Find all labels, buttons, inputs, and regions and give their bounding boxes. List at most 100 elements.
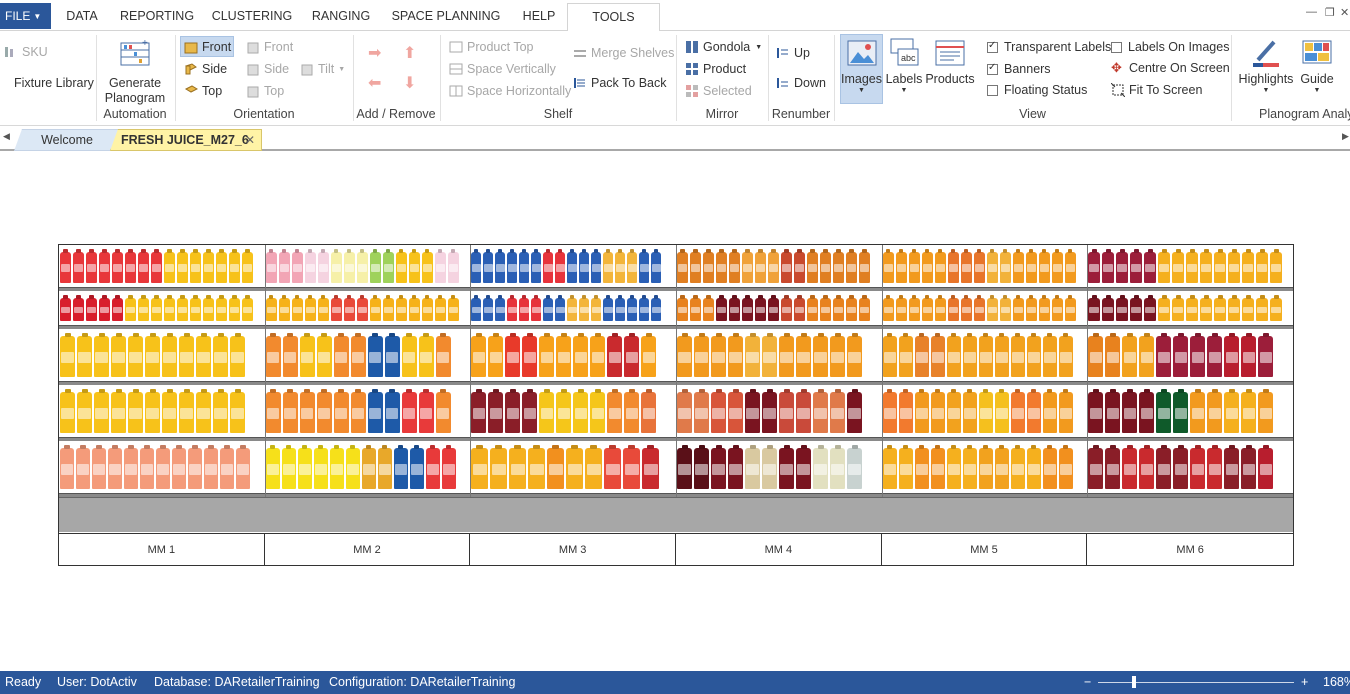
product-facing[interactable] — [627, 298, 638, 321]
product-facing[interactable] — [1010, 336, 1025, 377]
product-facing[interactable] — [1088, 448, 1104, 489]
product-facing[interactable] — [914, 448, 929, 489]
product-facing[interactable] — [539, 392, 555, 433]
fixture-library-button[interactable]: Fixture Library — [0, 73, 94, 93]
product-facing[interactable] — [111, 392, 126, 433]
minimize-icon[interactable]: — — [1306, 6, 1317, 18]
product-facing[interactable] — [313, 448, 328, 489]
product-facing[interactable] — [409, 448, 424, 489]
product-facing[interactable] — [677, 252, 688, 283]
product-facing[interactable] — [716, 298, 727, 321]
product-facing[interactable] — [1130, 252, 1143, 283]
pack-to-back-button[interactable]: Pack To Back — [573, 73, 667, 93]
mirror-product-button[interactable]: Product — [685, 59, 746, 79]
product-facing[interactable] — [162, 336, 177, 377]
product-facing[interactable] — [1173, 336, 1189, 377]
product-facing[interactable] — [762, 336, 777, 377]
product-facing[interactable] — [77, 392, 92, 433]
product-top-button[interactable]: Product Top — [449, 37, 533, 57]
product-facing[interactable] — [1051, 298, 1063, 321]
product-facing[interactable] — [573, 336, 589, 377]
product-facing[interactable] — [216, 252, 227, 283]
product-facing[interactable] — [99, 252, 110, 283]
space-vertically-button[interactable]: Space Vertically — [449, 59, 556, 79]
product-facing[interactable] — [623, 448, 641, 489]
orient-side-button[interactable]: Side — [184, 59, 227, 79]
orient-top-button[interactable]: Top — [184, 81, 222, 101]
product-facing[interactable] — [794, 252, 805, 283]
product-facing[interactable] — [216, 298, 227, 321]
product-facing[interactable] — [291, 252, 303, 283]
product-facing[interactable] — [1088, 392, 1104, 433]
product-facing[interactable] — [579, 298, 590, 321]
product-facing[interactable] — [203, 252, 214, 283]
product-facing[interactable] — [930, 392, 945, 433]
product-facing[interactable] — [94, 392, 109, 433]
product-facing[interactable] — [677, 298, 688, 321]
product-facing[interactable] — [962, 392, 977, 433]
product-facing[interactable] — [1010, 448, 1025, 489]
product-facing[interactable] — [690, 252, 701, 283]
product-facing[interactable] — [745, 336, 760, 377]
product-facing[interactable] — [847, 448, 862, 489]
product-facing[interactable] — [1224, 392, 1240, 433]
product-facing[interactable] — [140, 448, 154, 489]
product-facing[interactable] — [356, 252, 368, 283]
product-facing[interactable] — [895, 298, 907, 321]
product-facing[interactable] — [1012, 252, 1024, 283]
product-facing[interactable] — [316, 392, 332, 433]
product-facing[interactable] — [898, 448, 913, 489]
product-facing[interactable] — [1010, 392, 1025, 433]
product-facing[interactable] — [112, 252, 123, 283]
product-facing[interactable] — [711, 448, 726, 489]
product-facing[interactable] — [813, 448, 828, 489]
product-facing[interactable] — [830, 392, 845, 433]
restore-icon[interactable]: ❐ — [1325, 7, 1335, 19]
product-facing[interactable] — [138, 252, 149, 283]
product-facing[interactable] — [1228, 252, 1241, 283]
product-facing[interactable] — [882, 252, 894, 283]
product-facing[interactable] — [229, 252, 240, 283]
product-facing[interactable] — [651, 298, 662, 321]
product-facing[interactable] — [846, 252, 857, 283]
product-facing[interactable] — [607, 392, 623, 433]
product-facing[interactable] — [567, 298, 578, 321]
product-facing[interactable] — [1105, 448, 1121, 489]
product-facing[interactable] — [1270, 298, 1283, 321]
product-facing[interactable] — [642, 448, 660, 489]
product-facing[interactable] — [898, 392, 913, 433]
products-button[interactable]: Products — [925, 38, 975, 87]
product-facing[interactable] — [367, 336, 383, 377]
product-facing[interactable] — [779, 448, 794, 489]
product-facing[interactable] — [86, 252, 97, 283]
product-facing[interactable] — [796, 392, 811, 433]
product-facing[interactable] — [367, 392, 383, 433]
zoom-out-button[interactable]: − — [1084, 675, 1092, 689]
orient-side2-button[interactable]: Side — [246, 59, 289, 79]
product-facing[interactable] — [317, 252, 329, 283]
product-facing[interactable] — [382, 298, 394, 321]
product-facing[interactable] — [973, 298, 985, 321]
product-facing[interactable] — [1058, 336, 1073, 377]
product-facing[interactable] — [973, 252, 985, 283]
product-facing[interactable] — [111, 336, 126, 377]
product-facing[interactable] — [401, 392, 417, 433]
product-facing[interactable] — [393, 448, 408, 489]
product-facing[interactable] — [978, 392, 993, 433]
product-facing[interactable] — [278, 298, 290, 321]
product-facing[interactable] — [830, 448, 845, 489]
product-facing[interactable] — [164, 298, 175, 321]
banners-checkbox[interactable]: Banners — [987, 59, 1051, 79]
product-facing[interactable] — [768, 252, 779, 283]
product-facing[interactable] — [930, 336, 945, 377]
renumber-down-button[interactable]: Down — [776, 73, 826, 93]
product-facing[interactable] — [859, 252, 870, 283]
product-facing[interactable] — [603, 252, 614, 283]
product-facing[interactable] — [505, 336, 521, 377]
product-facing[interactable] — [882, 298, 894, 321]
product-facing[interactable] — [1172, 298, 1185, 321]
product-facing[interactable] — [408, 298, 420, 321]
product-facing[interactable] — [1190, 336, 1206, 377]
product-facing[interactable] — [190, 252, 201, 283]
product-facing[interactable] — [531, 298, 542, 321]
